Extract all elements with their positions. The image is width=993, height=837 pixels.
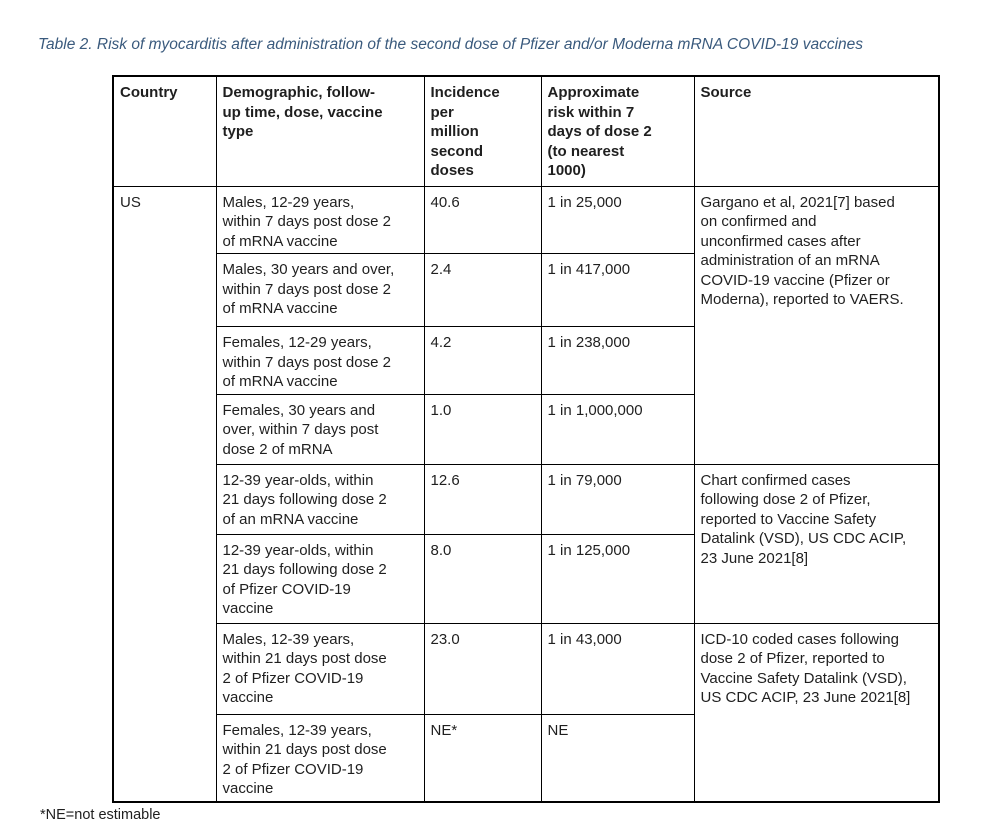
table-row: 12-39 year-olds, within 21 days followin… [113,463,940,624]
column-header-source: Source [693,75,940,187]
cell-demographic: 12-39 year-olds, within 21 days followin… [215,533,425,624]
cell-demographic: Males, 12-29 years, within 7 days post d… [215,185,425,254]
myocarditis-risk-table: Country Demographic, follow- up time, do… [112,75,940,803]
cell-risk: 1 in 1,000,000 [540,393,695,465]
table-row: Males, 30 years and over, within 7 days … [113,253,939,327]
cell-source: Gargano et al, 2021[7] based on confirme… [693,185,940,465]
cell-risk: NE [540,713,695,802]
cell-incidence: 40.6 [423,185,542,254]
cell-incidence: 12.6 [423,463,542,535]
cell-risk: 1 in 238,000 [540,326,695,395]
cell-demographic: Males, 30 years and over, within 7 days … [215,253,425,327]
cell-risk: 1 in 43,000 [540,622,695,715]
table-row: US Males, 12-29 years, within 7 days pos… [112,185,940,802]
table-row: Females, 12-39 years, within 21 days pos… [113,713,939,802]
cell-incidence: 2.4 [423,253,542,327]
cell-incidence: 8.0 [423,533,542,624]
cell-demographic: 12-39 year-olds, within 21 days followin… [215,463,425,535]
table-header-row: Country Demographic, follow- up time, do… [112,75,940,187]
column-header-risk: Approximate risk within 7 days of dose 2… [540,75,695,187]
cell-demographic: Females, 30 years and over, within 7 day… [215,393,425,465]
cell-demographic: Females, 12-39 years, within 21 days pos… [215,713,425,802]
cell-incidence: 4.2 [423,326,542,395]
cell-incidence: 23.0 [423,622,542,715]
cell-country: US [112,185,217,802]
cell-risk: 1 in 417,000 [540,253,695,327]
cell-incidence: 1.0 [423,393,542,465]
cell-demographic: Females, 12-29 years, within 7 days post… [215,326,425,395]
cell-risk: 1 in 125,000 [540,533,695,624]
cell-incidence: NE* [423,713,542,802]
cell-risk: 1 in 79,000 [540,463,695,535]
column-header-country: Country [112,75,217,187]
cell-risk: 1 in 25,000 [540,185,695,254]
table-row: Males, 12-39 years, within 21 days post … [113,622,940,802]
table-caption: Table 2. Risk of myocarditis after admin… [38,36,864,53]
column-header-demographic: Demographic, follow- up time, dose, vacc… [215,75,425,187]
column-header-incidence: Incidence per million second doses [423,75,542,187]
table-row: Females, 30 years and over, within 7 day… [113,393,939,465]
cell-source: Chart confirmed cases following dose 2 o… [693,463,940,624]
footnote-ne-not-estimable: *NE=not estimable [40,807,161,823]
cell-source: ICD-10 coded cases following dose 2 of P… [693,622,940,802]
cell-demographic: Males, 12-39 years, within 21 days post … [215,622,425,715]
